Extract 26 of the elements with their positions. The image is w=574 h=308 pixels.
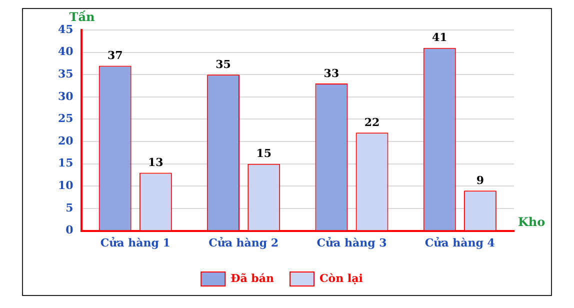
y-tick-label: 10	[58, 179, 74, 192]
y-tick-label: 35	[58, 67, 74, 80]
x-tick-label: Cửa hàng 4	[424, 236, 496, 250]
data-label: 33	[324, 66, 340, 80]
y-tick-label: 5	[66, 201, 74, 214]
legend-label: Còn lại	[319, 272, 363, 285]
y-tick-label: 20	[58, 134, 74, 148]
data-label: 13	[148, 156, 164, 170]
data-label: 41	[432, 31, 448, 44]
data-label: 37	[107, 49, 123, 62]
y-tick-label: 40	[58, 45, 74, 58]
data-label: 22	[364, 116, 380, 129]
data-label: 9	[476, 174, 484, 187]
y-axis-title: Tấn	[69, 10, 96, 24]
data-label: 35	[216, 58, 231, 71]
x-tick-label: Cửa hàng 3	[316, 236, 387, 250]
y-tick-label: 0	[66, 224, 74, 237]
x-tick-label: Cửa hàng 1	[100, 236, 170, 250]
y-tick-label: 15	[58, 156, 74, 170]
x-tick-label: Cửa hàng 2	[208, 236, 279, 250]
y-tick-label: 25	[58, 112, 74, 126]
y-tick-label: 30	[58, 90, 74, 103]
legend-label: Đã bán	[230, 272, 274, 285]
data-label: 15	[256, 147, 272, 160]
x-axis-title: Kho	[518, 214, 546, 229]
y-tick-label: 45	[58, 22, 74, 36]
